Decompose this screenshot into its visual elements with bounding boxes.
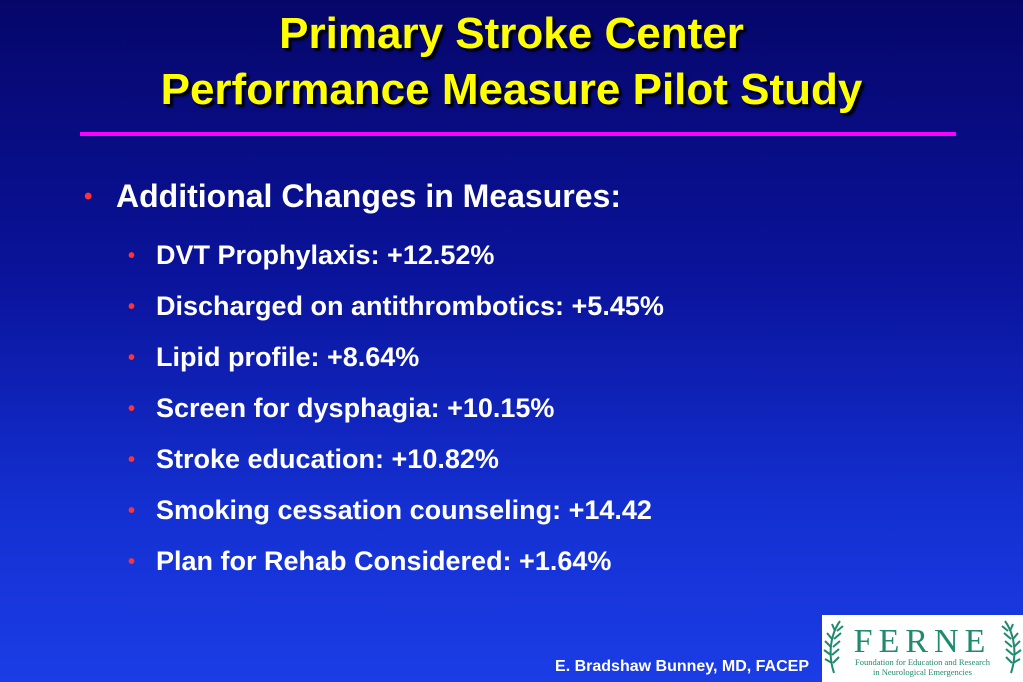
ferne-logo: FERNE Foundation for Education and Resea… [822, 615, 1023, 682]
sub-bullet-item: • Smoking cessation counseling: +14.42 [128, 485, 664, 536]
title-underline-rule [80, 132, 956, 136]
sub-bullet-item: • Discharged on antithrombotics: +5.45% [128, 281, 664, 332]
sub-bullet-text: Smoking cessation counseling: +14.42 [156, 495, 652, 525]
sub-bullet-item: • Plan for Rehab Considered: +1.64% [128, 536, 664, 587]
slide-title: Primary Stroke Center Performance Measur… [0, 6, 1023, 118]
bullet-dot-icon: • [128, 551, 136, 573]
sub-bullet-item: • Stroke education: +10.82% [128, 434, 664, 485]
sub-bullet-text: Lipid profile: +8.64% [156, 342, 420, 372]
bullet-dot-icon: • [128, 245, 136, 267]
sub-bullet-text: Stroke education: +10.82% [156, 444, 499, 474]
slide-title-line-2: Performance Measure Pilot Study [160, 65, 863, 114]
bullet-dot-icon: • [84, 183, 93, 210]
sub-bullet-item: • Screen for dysphagia: +10.15% [128, 383, 664, 434]
footer-author-credit: E. Bradshaw Bunney, MD, FACEP [555, 658, 809, 675]
sub-bullet-text: Screen for dysphagia: +10.15% [156, 393, 555, 423]
main-bullet-item: • Additional Changes in Measures: [84, 176, 621, 217]
sub-bullet-text: Discharged on antithrombotics: +5.45% [156, 291, 664, 321]
main-bullet-text: Additional Changes in Measures: [116, 178, 621, 214]
sub-bullet-item: • Lipid profile: +8.64% [128, 332, 664, 383]
sub-bullet-text: DVT Prophylaxis: +12.52% [156, 240, 495, 270]
sub-bullet-list: • DVT Prophylaxis: +12.52% • Discharged on… [128, 230, 664, 587]
bullet-dot-icon: • [128, 347, 136, 369]
ferne-logo-graphic: FERNE Foundation for Education and Resea… [823, 620, 1022, 677]
logo-tagline-line-1: Foundation for Education and Research [855, 657, 991, 667]
sub-bullet-item: • DVT Prophylaxis: +12.52% [128, 230, 664, 281]
leaf-left-icon [823, 620, 844, 674]
bullet-dot-icon: • [128, 398, 136, 420]
logo-tagline-line-2: in Neurological Emergencies [873, 667, 972, 677]
logo-wordmark: FERNE [854, 623, 992, 660]
sub-bullet-text: Plan for Rehab Considered: +1.64% [156, 546, 612, 576]
bullet-dot-icon: • [128, 296, 136, 318]
bullet-dot-icon: • [128, 449, 136, 471]
slide-title-line-1: Primary Stroke Center [279, 9, 744, 58]
leaf-right-icon [1001, 620, 1022, 674]
bullet-dot-icon: • [128, 500, 136, 522]
